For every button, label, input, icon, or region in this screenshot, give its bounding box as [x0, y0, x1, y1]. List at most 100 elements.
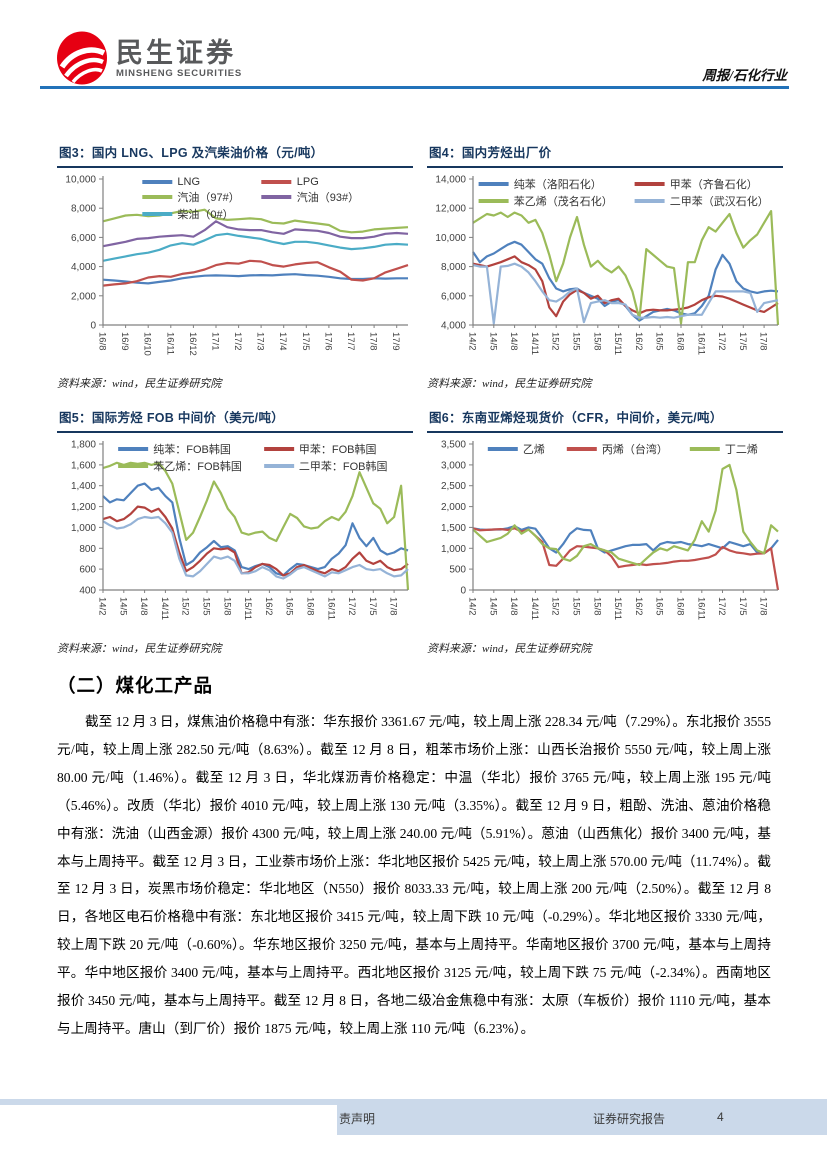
- chart-body: 400 600 800 1,000 1,200 1,400 1,600 1,800 14/2 14…: [57, 438, 413, 636]
- svg-text:500: 500: [449, 565, 466, 576]
- legend-line-swatch: [478, 182, 509, 186]
- svg-text:17/8: 17/8: [368, 332, 379, 351]
- body-paragraph: 截至 12 月 3 日，煤焦油价格稳中有涨：华东报价 3361.67 元/吨，较…: [57, 714, 771, 1036]
- chart-canvas: 0 500 1,000 1,500 2,000 2,500 3,000 3,500 14/2 14…: [441, 440, 780, 620]
- svg-text:14/2: 14/2: [467, 597, 478, 616]
- legend-item: 二甲苯：FOB韩国: [263, 458, 388, 474]
- legend-line-swatch: [142, 180, 173, 184]
- svg-text:14,000: 14,000: [435, 175, 466, 186]
- svg-text:6,000: 6,000: [71, 233, 96, 244]
- legend-label: 丁二烯: [724, 444, 758, 456]
- legend-line-swatch: [566, 447, 597, 451]
- svg-text:10,000: 10,000: [435, 233, 466, 244]
- chart-body: 0 2,000 4,000 6,000 8,000 10,000 16/8 16/9 16/10…: [57, 173, 413, 371]
- svg-text:8,000: 8,000: [441, 262, 466, 273]
- svg-text:10,000: 10,000: [65, 175, 96, 186]
- svg-text:14/5: 14/5: [487, 597, 498, 616]
- chart-figure-6: 图6：东南亚烯烃现货价（CFR，中间价，美元/吨） 0 500 1,000 1,500…: [427, 404, 783, 656]
- logo-text-en: MINSHENG SECURITIES: [116, 67, 243, 79]
- legend-item: 纯苯：FOB韩国: [118, 441, 242, 457]
- svg-text:17/5: 17/5: [737, 332, 748, 351]
- legend-label: LPG: [296, 176, 319, 188]
- svg-text:14/11: 14/11: [529, 597, 540, 620]
- svg-text:15/11: 15/11: [242, 597, 253, 620]
- svg-text:1,000: 1,000: [71, 523, 96, 534]
- logo-text: 民生证券 MINSHENG SECURITIES: [116, 38, 242, 79]
- chart-body: 0 500 1,000 1,500 2,000 2,500 3,000 3,500 14/2 14…: [427, 438, 783, 636]
- chart-plot: 4,000 6,000 8,000 10,000 12,000 14,000 14/2 14/…: [427, 173, 783, 376]
- svg-text:17/2: 17/2: [716, 597, 727, 616]
- svg-text:15/5: 15/5: [571, 597, 582, 616]
- legend-line-swatch: [261, 180, 292, 184]
- svg-text:16/5: 16/5: [284, 597, 295, 616]
- source-note: 资料来源：wind，民生证券研究院: [427, 378, 592, 390]
- chart-title: 图4：国内芳烃出厂价: [427, 139, 783, 168]
- svg-text:14/2: 14/2: [97, 597, 108, 616]
- chart-plot: 0 2,000 4,000 6,000 8,000 10,000 16/8 16/9 16/10…: [57, 173, 413, 376]
- svg-text:600: 600: [79, 565, 96, 576]
- svg-text:15/2: 15/2: [550, 597, 561, 616]
- svg-text:8,000: 8,000: [71, 204, 96, 215]
- legend-item: LNG: [142, 176, 239, 188]
- svg-text:1,600: 1,600: [71, 460, 96, 471]
- header-rule: [40, 86, 789, 89]
- svg-text:1,400: 1,400: [71, 481, 96, 492]
- chart-figure-4: 图4：国内芳烃出厂价 4,000 6,000 8,000 10,000 12,000 14…: [427, 139, 783, 391]
- svg-text:14/8: 14/8: [508, 332, 519, 351]
- legend-item: 乙烯: [487, 441, 545, 457]
- svg-text:2,500: 2,500: [441, 481, 466, 492]
- svg-text:15/5: 15/5: [571, 332, 582, 351]
- svg-text:14/5: 14/5: [117, 597, 128, 616]
- svg-text:14/5: 14/5: [487, 332, 498, 351]
- legend-label: 丙烯（台湾）: [601, 444, 668, 456]
- svg-text:16/5: 16/5: [654, 597, 665, 616]
- legend-item: LPG: [261, 176, 359, 188]
- svg-text:16/8: 16/8: [97, 332, 108, 351]
- source-note: 资料来源：wind，民生证券研究院: [57, 643, 222, 655]
- svg-text:17/8: 17/8: [758, 597, 769, 616]
- svg-text:14/11: 14/11: [529, 332, 540, 355]
- legend-line-swatch: [263, 447, 294, 451]
- chart-plot: 400 600 800 1,000 1,200 1,400 1,600 1,800 14/2 14…: [57, 438, 413, 641]
- svg-text:15/2: 15/2: [550, 332, 561, 351]
- svg-text:16/5: 16/5: [654, 332, 665, 351]
- chart-legend: 纯苯（洛阳石化） 甲苯（齐鲁石化） 苯乙烯（茂名石化） 二甲苯（武汉石化）: [478, 176, 769, 209]
- svg-text:17/9: 17/9: [390, 332, 401, 351]
- minsheng-logo-icon: [57, 31, 107, 85]
- chart-canvas: 400 600 800 1,000 1,200 1,400 1,600 1,800 14/2 14…: [71, 440, 410, 620]
- legend-line-swatch: [118, 447, 149, 451]
- svg-text:15/11: 15/11: [612, 332, 623, 355]
- legend-label: 纯苯（洛阳石化）: [513, 179, 602, 191]
- svg-text:3,500: 3,500: [441, 440, 466, 451]
- legend-label: 汽油（93#）: [296, 192, 360, 204]
- svg-text:4,000: 4,000: [441, 321, 466, 332]
- chart-plot: 0 500 1,000 1,500 2,000 2,500 3,000 3,500 14/2 14…: [427, 438, 783, 641]
- legend-item: 甲苯：FOB韩国: [263, 441, 388, 457]
- legend-item: 丁二烯: [689, 441, 758, 457]
- chart-title: 图3：国内 LNG、LPG 及汽柴油价格（元/吨）: [57, 139, 413, 168]
- chart-canvas: 4,000 6,000 8,000 10,000 12,000 14,000 14/2 14/…: [435, 175, 780, 355]
- svg-text:15/2: 15/2: [180, 597, 191, 616]
- svg-text:15/8: 15/8: [591, 332, 602, 351]
- svg-text:16/2: 16/2: [633, 597, 644, 616]
- legend-line-swatch: [634, 199, 665, 203]
- svg-text:16/2: 16/2: [263, 597, 274, 616]
- svg-text:15/11: 15/11: [612, 597, 623, 620]
- svg-text:17/5: 17/5: [300, 332, 311, 351]
- svg-text:17/2: 17/2: [232, 332, 243, 351]
- legend-item: 甲苯（齐鲁石化）: [634, 176, 769, 192]
- legend-line-swatch: [142, 212, 173, 216]
- legend-label: 柴油（0#）: [177, 209, 234, 221]
- svg-text:17/5: 17/5: [737, 597, 748, 616]
- svg-text:3,000: 3,000: [441, 460, 466, 471]
- legend-label: 二甲苯：FOB韩国: [298, 461, 388, 473]
- svg-text:14/11: 14/11: [159, 597, 170, 620]
- svg-text:6,000: 6,000: [441, 291, 466, 302]
- chart-title: 图5：国际芳烃 FOB 中间价（美元/吨）: [57, 404, 413, 433]
- footer-disclaimer-fragment: 责声明: [339, 1112, 376, 1126]
- legend-label: LNG: [177, 176, 201, 188]
- footer-report-type: 证券研究报告: [593, 1112, 666, 1126]
- chart-legend: 纯苯：FOB韩国 甲苯：FOB韩国 苯乙烯：FOB韩国 二甲苯：FOB韩国: [118, 441, 388, 474]
- svg-text:1,500: 1,500: [441, 523, 466, 534]
